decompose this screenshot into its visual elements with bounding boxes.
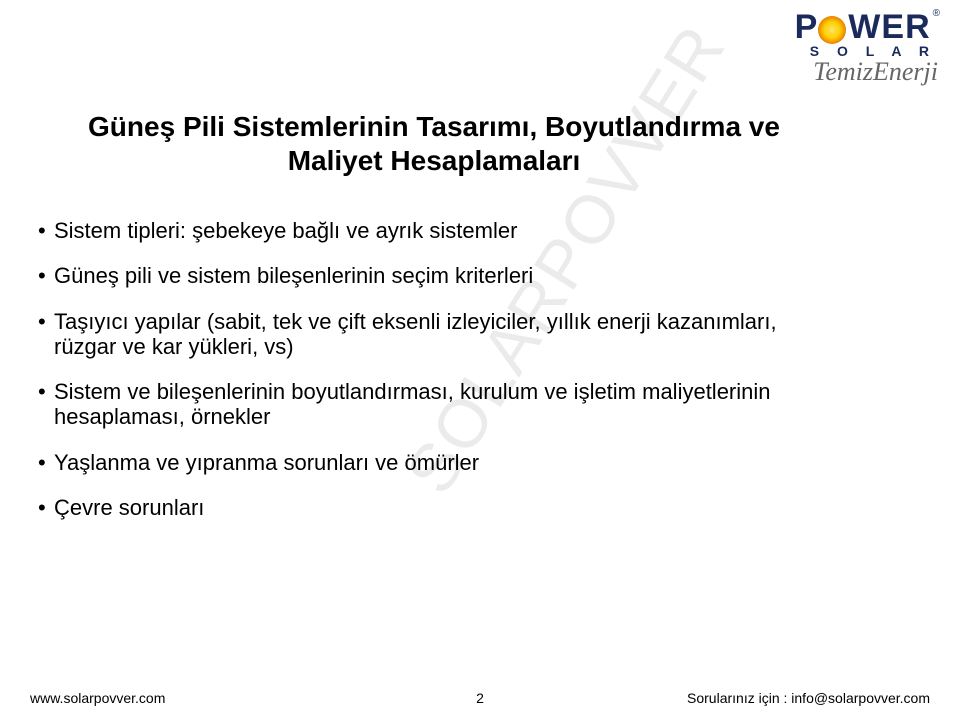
list-item: Güneş pili ve sistem bileşenlerinin seçi… bbox=[44, 263, 834, 288]
logo-tagline: TemizEnerji bbox=[795, 57, 938, 87]
bullet-text: Yaşlanma ve yıpranma sorunları ve ömürle… bbox=[54, 450, 834, 475]
registered-mark: ® bbox=[933, 8, 940, 19]
list-item: Yaşlanma ve yıpranma sorunları ve ömürle… bbox=[44, 450, 834, 475]
sun-icon bbox=[818, 16, 846, 44]
bullet-text: Sistem ve bileşenlerinin boyutlandırması… bbox=[54, 379, 834, 430]
logo-letter-p: P bbox=[795, 8, 817, 47]
bullet-text: Güneş pili ve sistem bileşenlerinin seçi… bbox=[54, 263, 834, 288]
brand-logo-block: P W E R ® S O L A R TemizEnerji bbox=[795, 8, 938, 87]
bullet-text: Taşıyıcı yapılar (sabit, tek ve çift eks… bbox=[54, 309, 834, 360]
footer: www.solarpovver.com 2 Sorularınız için :… bbox=[30, 690, 930, 706]
list-item: Taşıyıcı yapılar (sabit, tek ve çift eks… bbox=[44, 309, 834, 360]
power-logo: P W E R ® bbox=[795, 8, 938, 47]
bullet-list: Sistem tipleri: şebekeye bağlı ve ayrık … bbox=[44, 218, 834, 540]
list-item: Sistem ve bileşenlerinin boyutlandırması… bbox=[44, 379, 834, 430]
page-title: Güneş Pili Sistemlerinin Tasarımı, Boyut… bbox=[54, 110, 814, 177]
list-item: Çevre sorunları bbox=[44, 495, 834, 520]
footer-page-number: 2 bbox=[30, 690, 930, 706]
bullet-text: Sistem tipleri: şebekeye bağlı ve ayrık … bbox=[54, 218, 834, 243]
logo-letter-w: W bbox=[848, 8, 879, 47]
logo-letter-r: R bbox=[905, 8, 929, 47]
bullet-text: Çevre sorunları bbox=[54, 495, 834, 520]
logo-letter-e: E bbox=[881, 8, 903, 47]
list-item: Sistem tipleri: şebekeye bağlı ve ayrık … bbox=[44, 218, 834, 243]
slide-page: P W E R ® S O L A R TemizEnerji SOLARPOV… bbox=[0, 0, 960, 724]
